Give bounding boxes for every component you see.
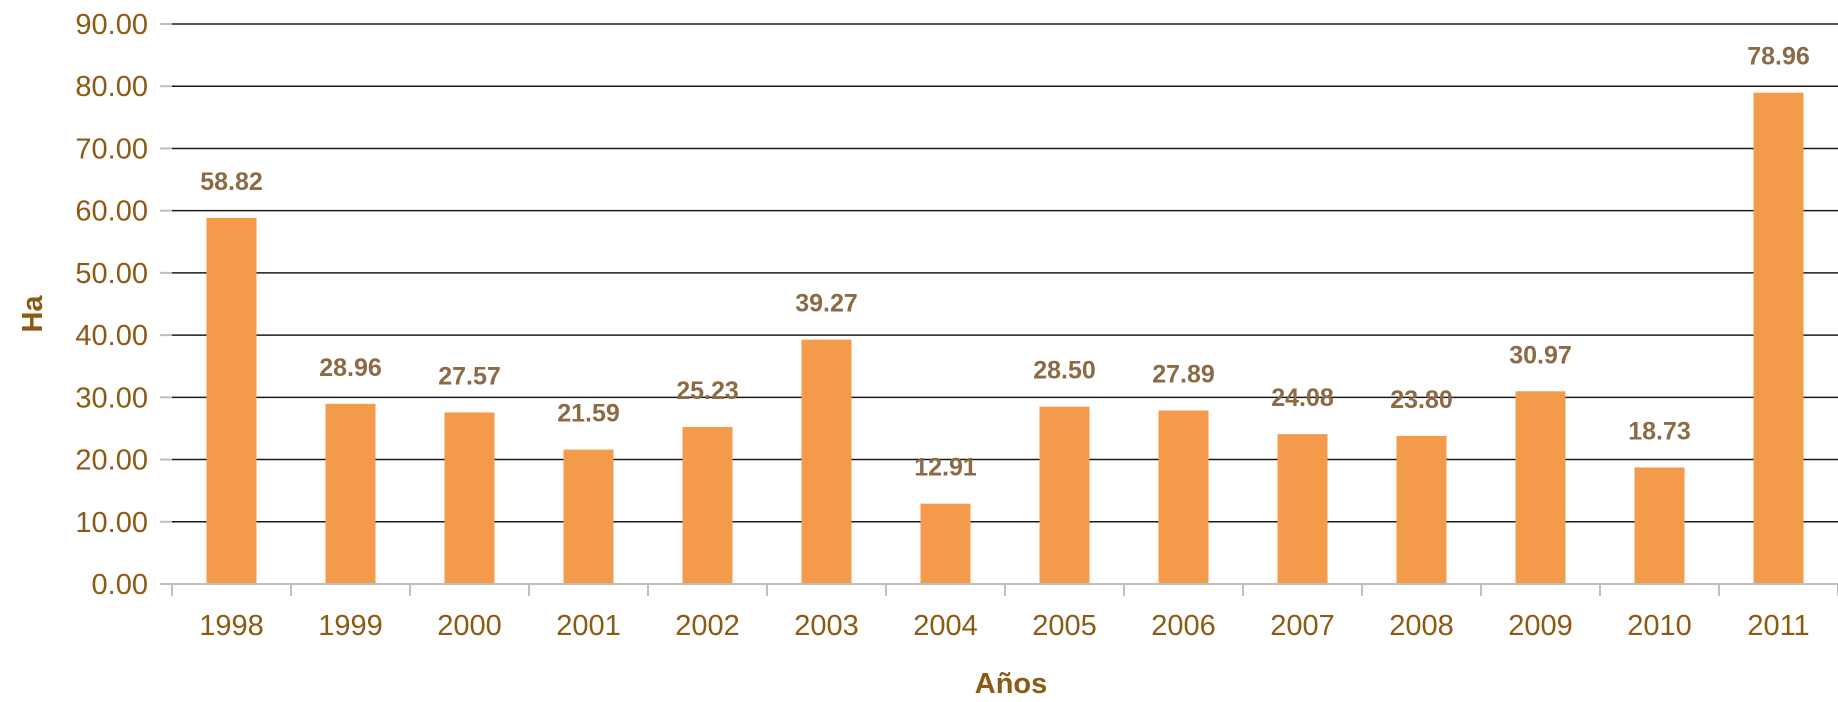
x-tick-label-2005: 2005 [1032,610,1097,642]
data-label-2007: 24.08 [1271,384,1334,412]
y-tick-label: 10.00 [75,507,148,539]
bar-2004 [920,503,971,584]
y-tick-label: 60.00 [75,196,148,228]
bar-2001 [563,449,614,584]
data-labels: 58.82 28.96 27.57 21.59 25.23 39.27 12.91 28.50… [200,43,1810,482]
x-axis-ticks: 1998 1999 2000 2001 2002 2003 2004 2005 2006 2007… [171,584,1838,642]
data-label-2002: 25.23 [676,377,739,405]
y-tick-label: 50.00 [75,258,148,290]
x-tick-label-2004: 2004 [913,610,978,642]
y-tick-label: 70.00 [75,133,148,165]
bar-2011 [1753,92,1804,585]
x-tick-label-2001: 2001 [556,610,621,642]
data-label-2010: 18.73 [1628,417,1691,445]
bar-2007 [1277,434,1328,584]
x-tick-label-2008: 2008 [1389,610,1454,642]
y-axis-title: Ha [17,295,49,333]
bar-2003 [801,339,852,584]
x-tick-label-2006: 2006 [1151,610,1216,642]
data-label-2001: 21.59 [557,400,620,428]
bar-2000 [444,412,495,584]
bar-2008 [1396,435,1447,584]
data-label-2011: 78.96 [1747,43,1810,71]
x-tick-label-2010: 2010 [1627,610,1692,642]
data-label-2005: 28.50 [1033,357,1096,385]
data-label-2000: 27.57 [438,362,501,390]
y-tick-label: 40.00 [75,320,148,352]
bar-2005 [1039,406,1090,584]
y-tick-label: 30.00 [75,382,148,414]
x-tick-label-1998: 1998 [199,610,264,642]
y-axis-ticks: 0.00 10.00 20.00 30.00 40.00 50.00 60.00 70.00 8… [75,9,172,601]
bar-2009 [1515,391,1566,584]
x-tick-label-2000: 2000 [437,610,502,642]
x-tick-label-2009: 2009 [1508,610,1573,642]
data-label-1998: 58.82 [200,168,263,196]
bar-1998 [206,218,257,584]
y-tick-label: 80.00 [75,71,148,103]
bar-2002 [682,427,733,584]
x-axis-title: Años [975,668,1048,700]
bar-1999 [325,403,376,584]
data-label-2008: 23.80 [1390,386,1453,414]
x-tick-label-2011: 2011 [1747,610,1809,642]
bar-2006 [1158,410,1209,584]
bar-2010 [1634,467,1685,584]
y-tick-label: 20.00 [75,445,148,477]
x-tick-label-1999: 1999 [318,610,383,642]
x-tick-label-2003: 2003 [794,610,859,642]
bars [206,92,1804,585]
data-label-2006: 27.89 [1152,360,1215,388]
x-tick-label-2007: 2007 [1270,610,1335,642]
y-tick-label: 90.00 [75,9,148,41]
x-tick-label-2002: 2002 [675,610,740,642]
y-tick-label: 0.00 [92,569,148,601]
data-label-2009: 30.97 [1509,341,1572,369]
data-label-2004: 12.91 [914,454,977,482]
data-label-1999: 28.96 [319,354,382,382]
data-label-2003: 39.27 [795,290,858,318]
gridlines [172,23,1838,523]
